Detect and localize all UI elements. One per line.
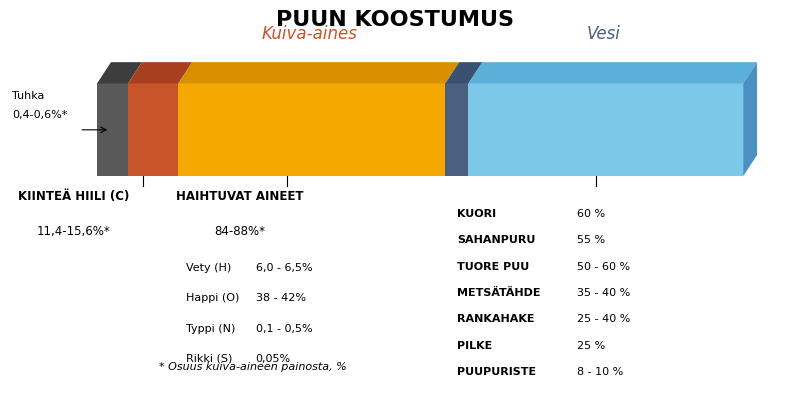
Bar — [128, 83, 178, 176]
Text: 50 - 60 %: 50 - 60 % — [577, 261, 630, 272]
Text: PUUN KOOSTUMUS: PUUN KOOSTUMUS — [276, 10, 514, 30]
Text: 38 - 42%: 38 - 42% — [255, 293, 306, 303]
Text: 0,1 - 0,5%: 0,1 - 0,5% — [255, 324, 312, 333]
Bar — [468, 83, 743, 176]
Text: Rikki (S): Rikki (S) — [186, 354, 233, 364]
Polygon shape — [97, 62, 142, 83]
Text: 6,0 - 6,5%: 6,0 - 6,5% — [255, 263, 312, 273]
Polygon shape — [128, 62, 193, 83]
Bar — [445, 83, 468, 176]
Polygon shape — [445, 62, 483, 83]
Bar — [97, 83, 128, 176]
Text: RANKAHAKE: RANKAHAKE — [457, 314, 534, 324]
Bar — [178, 83, 445, 176]
Text: PUUPURISTE: PUUPURISTE — [457, 367, 536, 377]
Polygon shape — [743, 62, 757, 176]
Text: 8 - 10 %: 8 - 10 % — [577, 367, 623, 377]
Text: KUORI: KUORI — [457, 209, 496, 219]
Text: 25 %: 25 % — [577, 340, 605, 351]
Polygon shape — [178, 62, 459, 83]
Text: Vety (H): Vety (H) — [186, 263, 231, 273]
Text: 25 - 40 %: 25 - 40 % — [577, 314, 630, 324]
Text: Typpi (N): Typpi (N) — [186, 324, 236, 333]
Text: PILKE: PILKE — [457, 340, 492, 351]
Text: METSÄTÄHDE: METSÄTÄHDE — [457, 288, 540, 298]
Text: 11,4-15,6%*: 11,4-15,6%* — [37, 225, 111, 237]
Text: HAIHTUVAT AINEET: HAIHTUVAT AINEET — [176, 190, 304, 203]
Text: 60 %: 60 % — [577, 209, 605, 219]
Text: Tuhka: Tuhka — [12, 91, 44, 101]
Text: KIINTEÄ HIILI (C): KIINTEÄ HIILI (C) — [18, 190, 130, 203]
Text: SAHANPURU: SAHANPURU — [457, 235, 535, 245]
Text: 0,4-0,6%*: 0,4-0,6%* — [12, 110, 68, 120]
Text: 84-88%*: 84-88%* — [215, 225, 266, 237]
Text: * Osuus kuiva-aineen painosta, %: * Osuus kuiva-aineen painosta, % — [159, 362, 347, 372]
Text: 55 %: 55 % — [577, 235, 605, 245]
Text: Kuiva-aines: Kuiva-aines — [262, 25, 358, 43]
Text: 35 - 40 %: 35 - 40 % — [577, 288, 630, 298]
Polygon shape — [468, 62, 757, 83]
Text: Happi (O): Happi (O) — [186, 293, 240, 303]
Text: Vesi: Vesi — [587, 25, 621, 43]
Text: TUORE PUU: TUORE PUU — [457, 261, 529, 272]
Text: 0,05%: 0,05% — [255, 354, 291, 364]
